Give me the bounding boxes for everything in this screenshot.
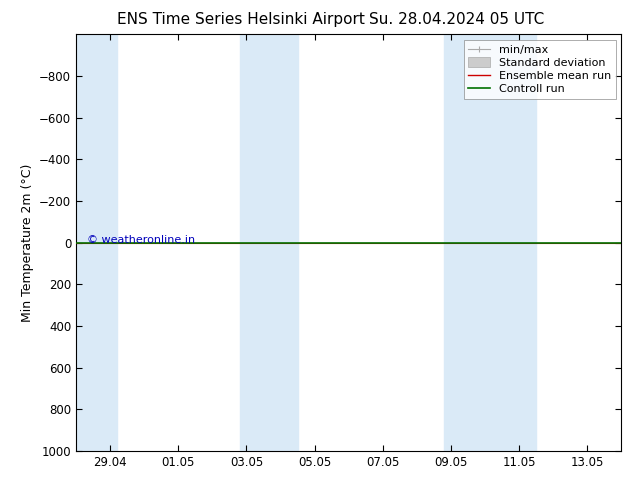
- Text: Su. 28.04.2024 05 UTC: Su. 28.04.2024 05 UTC: [369, 12, 544, 27]
- Bar: [485, 34, 536, 451]
- Text: ENS Time Series Helsinki Airport: ENS Time Series Helsinki Airport: [117, 12, 365, 27]
- Text: © weatheronline.in: © weatheronline.in: [87, 236, 195, 245]
- Bar: [240, 34, 297, 451]
- Y-axis label: Min Temperature 2m (°C): Min Temperature 2m (°C): [20, 163, 34, 322]
- Legend: min/max, Standard deviation, Ensemble mean run, Controll run: min/max, Standard deviation, Ensemble me…: [463, 40, 616, 98]
- Bar: [444, 34, 485, 451]
- Bar: [76, 34, 117, 451]
